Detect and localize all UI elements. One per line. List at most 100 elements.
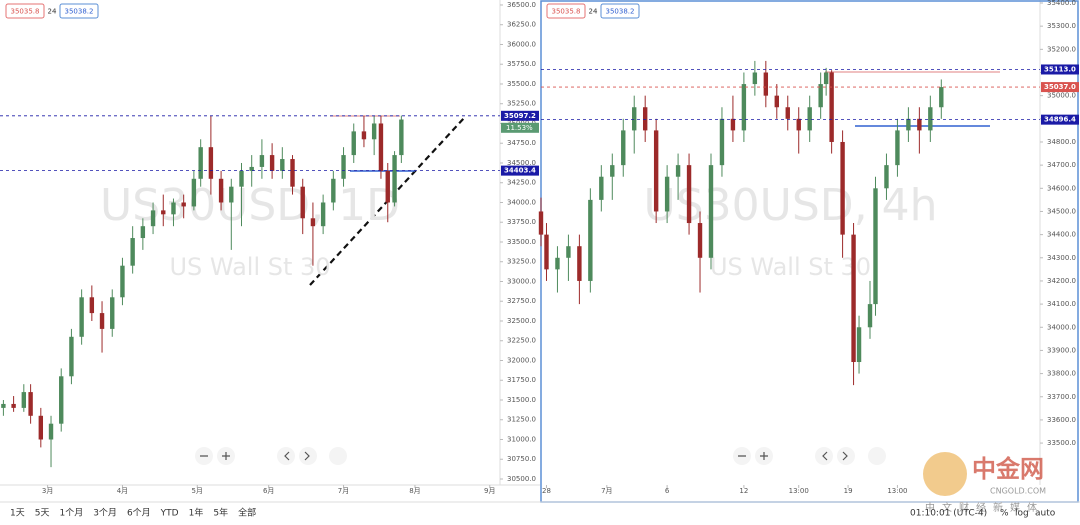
candle-body	[851, 234, 856, 363]
watermark-title: US30USD, 4h	[644, 180, 938, 231]
scroll-right[interactable]	[299, 447, 317, 465]
ask-box	[59, 3, 99, 19]
y-tick-label: 36000.0	[507, 40, 536, 48]
watermark-site: CNGOLD.COM	[990, 487, 1046, 496]
x-tick-label: 28	[542, 487, 551, 495]
x-tick-label: 7月	[601, 487, 612, 495]
ask: 35038.2	[606, 8, 635, 16]
candle-body	[752, 72, 758, 85]
y-tick-label: 34300.0	[1047, 254, 1076, 262]
y-tick-label: 31500.0	[507, 396, 536, 404]
range-button[interactable]: 1天	[10, 509, 25, 519]
y-tick-label: 33900.0	[1047, 346, 1076, 354]
chart-controls	[195, 447, 886, 465]
candle-body	[28, 392, 33, 416]
candle-body	[906, 118, 911, 131]
scale-option[interactable]: auto	[1035, 509, 1056, 519]
price-label: 34896.4	[1044, 116, 1076, 124]
y-tick-label: 34000.0	[507, 198, 536, 206]
candle-body	[399, 119, 404, 156]
candle-body	[120, 265, 125, 298]
range-button[interactable]: 6个月	[127, 508, 151, 519]
scroll-right[interactable]	[837, 447, 855, 465]
range-button[interactable]: 全部	[238, 507, 256, 519]
y-tick-label: 34800.0	[1047, 138, 1076, 146]
y-tick-label: 30500.0	[507, 475, 536, 483]
ask-box	[600, 3, 640, 19]
scale-option[interactable]: %	[1000, 509, 1009, 519]
ask: 35038.2	[65, 8, 94, 16]
candle-body	[69, 336, 74, 377]
price-label: 35037.0	[1044, 83, 1076, 91]
candle-body	[385, 170, 390, 203]
reset[interactable]	[868, 447, 886, 465]
candle-body	[610, 165, 615, 177]
x-tick-label: 6	[665, 487, 670, 495]
price-label-box	[501, 165, 539, 176]
candle-body	[577, 246, 582, 281]
candle-body	[392, 155, 397, 203]
candle-body	[621, 130, 626, 166]
y-tick-label: 34000.0	[1047, 323, 1076, 331]
scroll-left[interactable]	[277, 447, 295, 465]
candle-body	[48, 423, 54, 440]
y-tick-label: 34500.0	[507, 159, 536, 167]
y-tick-label: 31750.0	[507, 376, 536, 384]
bid-box	[5, 3, 45, 19]
y-tick-label: 34200.0	[1047, 277, 1076, 285]
candle-body	[538, 211, 544, 235]
y-tick-label: 34750.0	[507, 139, 536, 147]
candle-body	[280, 159, 285, 171]
y-tick-label: 36250.0	[507, 21, 536, 29]
range-button[interactable]: 5年	[213, 507, 228, 519]
y-tick-label: 33600.0	[1047, 416, 1076, 424]
change-label: 11.53%	[506, 124, 533, 132]
logo-mark	[923, 452, 967, 496]
range-button[interactable]: YTD	[160, 509, 179, 519]
y-tick-label: 34700.0	[1047, 161, 1076, 169]
x-tick-label: 3月	[42, 487, 53, 495]
y-tick-label: 34100.0	[1047, 300, 1076, 308]
y-tick-label: 30750.0	[507, 455, 536, 463]
spread: 24	[589, 8, 598, 16]
y-tick-label: 32500.0	[507, 317, 536, 325]
candle-body	[361, 131, 367, 140]
y-tick-label: 32000.0	[507, 356, 536, 364]
price-label-box	[1041, 114, 1079, 125]
range-button[interactable]: 3个月	[93, 508, 117, 519]
y-tick-label: 34600.0	[1047, 184, 1076, 192]
candle-body	[351, 131, 356, 156]
candle-body	[130, 238, 135, 266]
candle-body	[259, 155, 265, 167]
candle-body	[218, 178, 224, 203]
scale-option[interactable]: log	[1015, 509, 1029, 519]
candle-body	[310, 218, 316, 227]
reset[interactable]	[329, 447, 347, 465]
price-label-box	[1041, 64, 1079, 75]
candle-body	[371, 123, 377, 140]
range-button[interactable]: 1年	[189, 507, 204, 519]
candle-body	[290, 159, 295, 187]
y-tick-label: 32250.0	[507, 337, 536, 345]
candle-body	[823, 72, 829, 85]
candle-body	[774, 95, 779, 108]
control-icons	[200, 451, 848, 461]
range-button[interactable]: 1个月	[59, 508, 83, 519]
candle-body	[300, 186, 305, 219]
candle-body	[675, 165, 681, 177]
candle-body	[642, 107, 648, 131]
candle-body	[378, 123, 384, 171]
range-button[interactable]: 5天	[35, 509, 50, 519]
price-label: 35097.2	[504, 112, 536, 120]
candle-body	[79, 297, 84, 337]
price-label: 35113.0	[1044, 65, 1076, 73]
change-label-box	[501, 122, 539, 133]
candle-body	[208, 147, 214, 179]
candle-body	[239, 170, 244, 187]
spread: 24	[48, 8, 57, 16]
bid-box	[546, 3, 586, 19]
candle-body	[341, 155, 346, 179]
scroll-left[interactable]	[815, 447, 833, 465]
y-tick-label: 36500.0	[507, 1, 536, 9]
candle-body	[867, 304, 873, 328]
